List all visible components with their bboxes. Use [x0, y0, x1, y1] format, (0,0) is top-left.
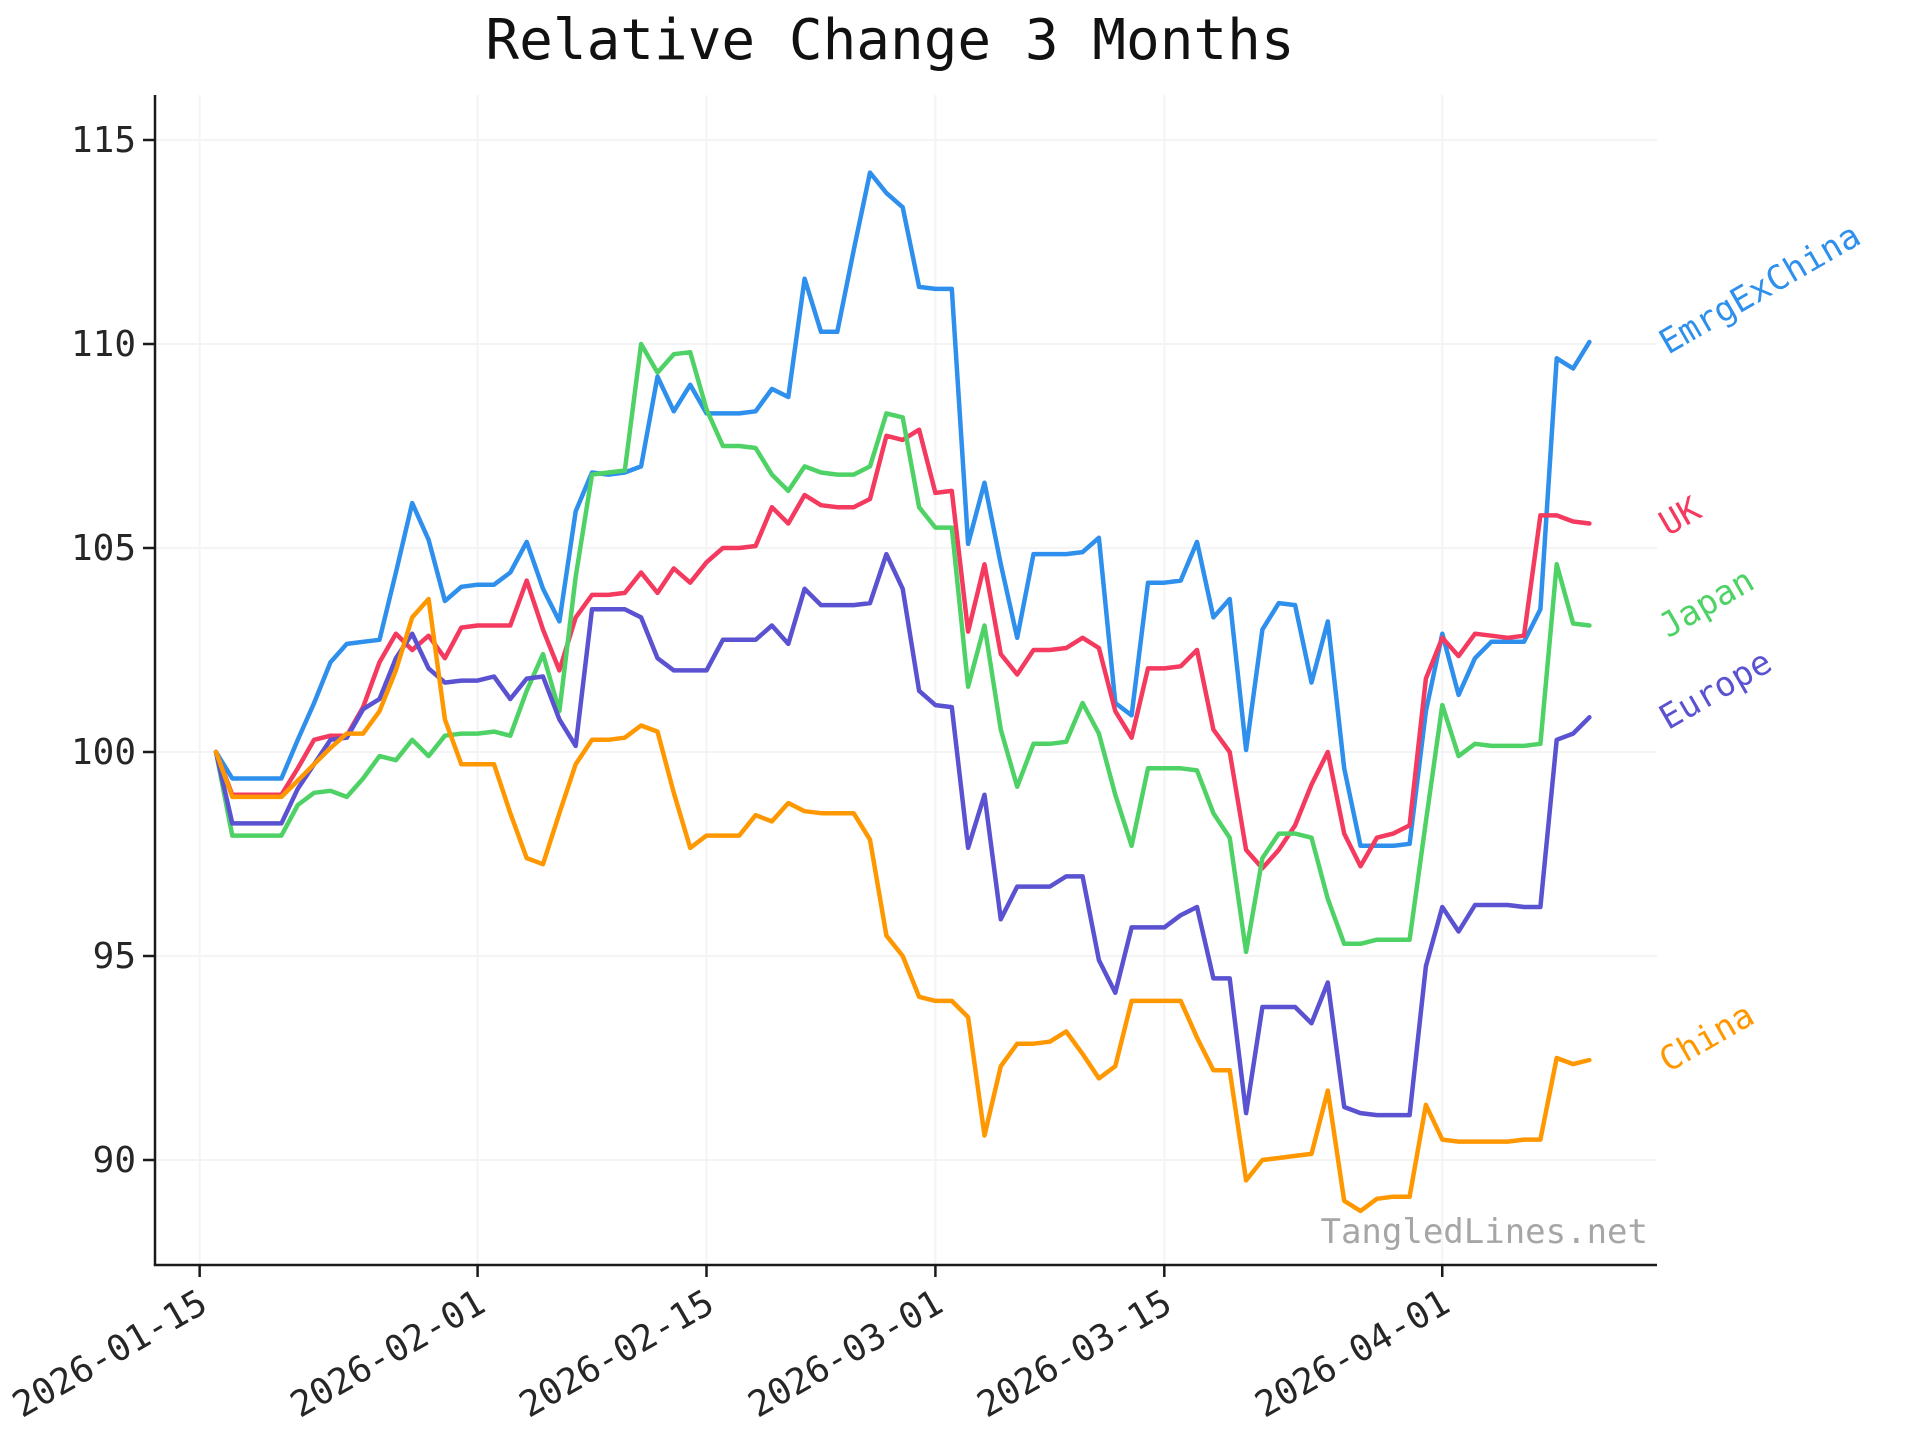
x-tick-label-2026-04-01: 2026-04-01: [1249, 1282, 1457, 1426]
series-line-china: [213, 596, 1592, 1214]
x-tick-label-2026-01-15: 2026-01-15: [6, 1282, 214, 1426]
chart-title: Relative Change 3 Months: [485, 8, 1295, 73]
series-line-europe: [213, 551, 1592, 1118]
series-label-japan: Japan: [1653, 560, 1762, 646]
y-tick-label-95: 95: [93, 936, 136, 977]
x-tick-label-2026-03-01: 2026-03-01: [742, 1282, 950, 1426]
y-tick-label-115: 115: [71, 120, 136, 161]
y-tick-label-90: 90: [93, 1140, 136, 1181]
x-tick-label-2026-02-15: 2026-02-15: [513, 1282, 721, 1426]
x-tick-label-2026-02-01: 2026-02-01: [284, 1282, 492, 1426]
series-line-emrgexchina: [213, 170, 1592, 849]
y-tick-label-105: 105: [71, 528, 136, 569]
series-label-uk: UK: [1653, 489, 1709, 544]
watermark-text: TangledLines.net: [1320, 1212, 1648, 1252]
series-label-europe: Europe: [1653, 642, 1779, 738]
x-tick-label-2026-03-15: 2026-03-15: [971, 1282, 1179, 1426]
y-tick-label-100: 100: [71, 732, 136, 773]
series-line-japan: [213, 341, 1592, 955]
y-tick-label-110: 110: [71, 324, 136, 365]
series-line-uk: [213, 427, 1592, 871]
series-label-emrgexchina: EmrgExChina: [1653, 216, 1868, 363]
series-label-china: China: [1653, 995, 1762, 1081]
